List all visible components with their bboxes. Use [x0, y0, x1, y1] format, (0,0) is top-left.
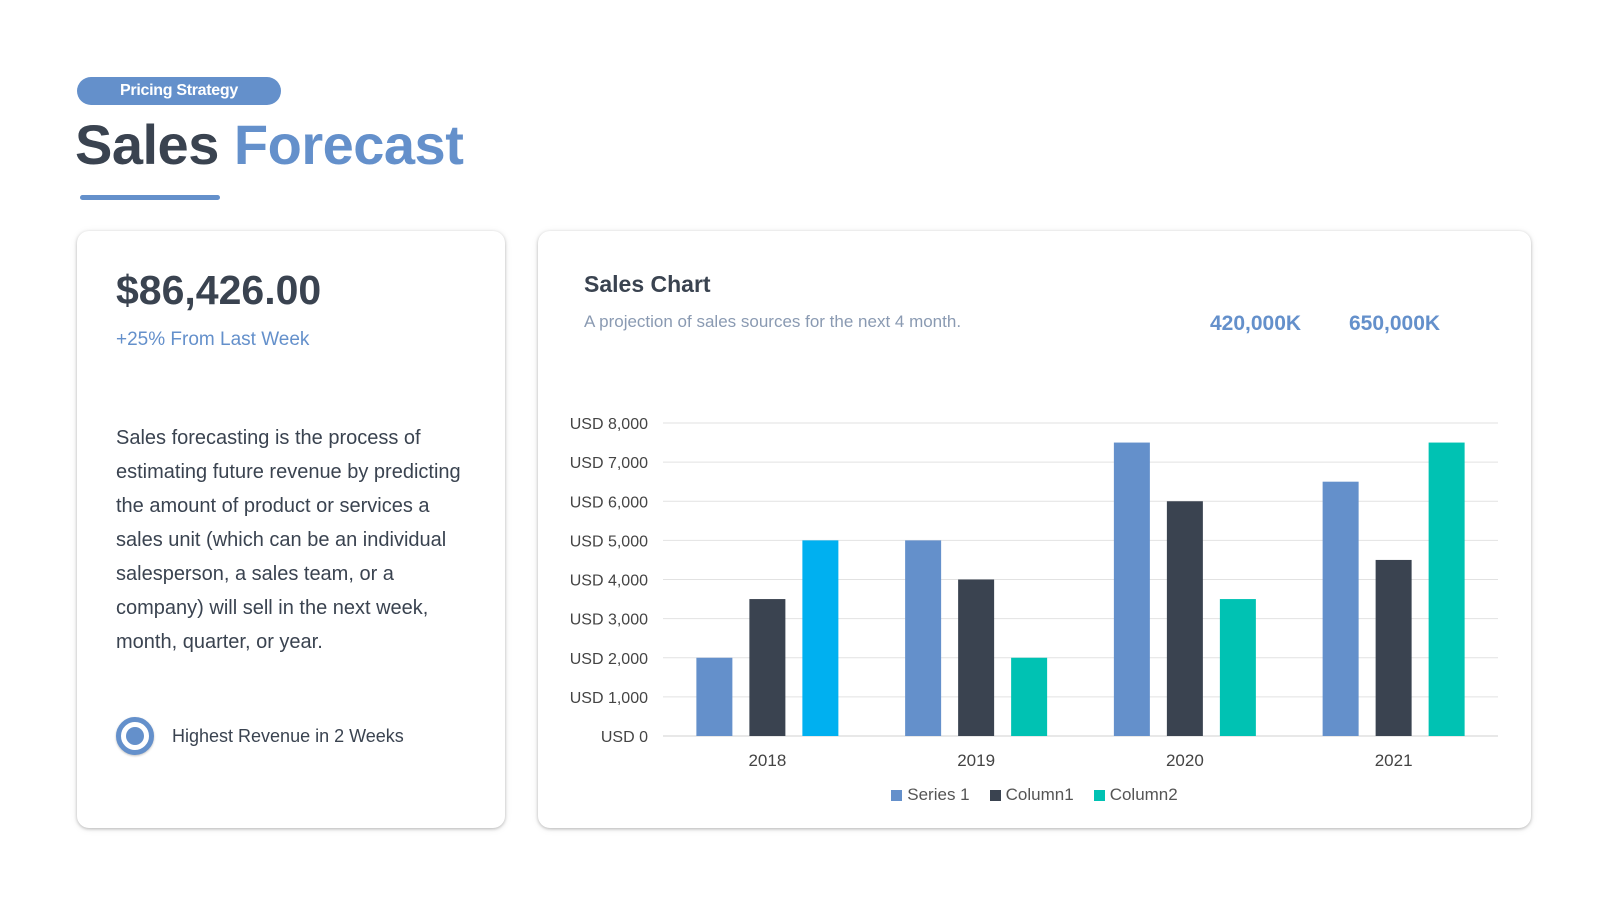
x-tick-label: 2018	[748, 751, 786, 770]
target-icon	[116, 717, 154, 755]
kpi-value-1: 420,000K	[1210, 312, 1302, 335]
x-tick-label: 2020	[1166, 751, 1204, 770]
chart-legend: Series 1 Column1 Column2	[538, 785, 1531, 805]
chart-card: Sales Chart A projection of sales source…	[538, 231, 1531, 828]
page-title-part-2: Forecast	[233, 113, 464, 176]
legend-item: Series 1	[891, 785, 970, 805]
legend-swatch	[989, 789, 1001, 801]
page-title-part-1: Sales	[75, 113, 219, 176]
legend-label: Column2	[1109, 785, 1178, 804]
highlight-label: Highest Revenue in 2 Weeks	[172, 725, 404, 746]
bar	[802, 540, 839, 736]
title-underline	[80, 195, 220, 200]
bar	[1166, 501, 1203, 736]
y-tick-label: USD 8,000	[570, 416, 648, 433]
chart-title: Sales Chart	[584, 271, 711, 297]
kpi-value-2: 650,000K	[1349, 312, 1441, 335]
bar	[1113, 442, 1150, 736]
bar	[1375, 559, 1412, 736]
bar	[1428, 442, 1465, 736]
y-tick-label: USD 0	[601, 729, 648, 746]
weekly-change: +25% From Last Week	[116, 329, 310, 350]
highlight-row: Highest Revenue in 2 Weeks	[116, 717, 404, 755]
y-tick-label: USD 2,000	[570, 651, 648, 668]
legend-label: Column1	[1005, 785, 1074, 804]
bar	[749, 599, 786, 736]
chart-subtitle: A projection of sales sources for the ne…	[584, 312, 962, 331]
legend-label: Series 1	[907, 785, 970, 804]
sales-amount: $86,426.00	[116, 267, 322, 313]
bar	[1011, 657, 1048, 736]
page-title: Sales Forecast	[75, 112, 464, 177]
bar	[1219, 599, 1256, 736]
y-tick-label: USD 4,000	[570, 573, 648, 590]
bar	[958, 579, 995, 736]
x-tick-label: 2021	[1375, 751, 1413, 770]
y-tick-label: USD 3,000	[570, 612, 648, 629]
legend-swatch	[891, 789, 903, 801]
bar	[905, 540, 942, 736]
y-tick-label: USD 7,000	[570, 455, 648, 472]
y-tick-label: USD 6,000	[570, 494, 648, 511]
bar	[1322, 481, 1359, 736]
legend-item: Column1	[989, 785, 1074, 805]
summary-card: $86,426.00 +25% From Last Week Sales for…	[77, 231, 505, 828]
y-tick-label: USD 5,000	[570, 533, 648, 550]
legend-item: Column2	[1093, 785, 1178, 805]
legend-swatch	[1093, 789, 1105, 801]
bar	[696, 657, 733, 736]
summary-description: Sales forecasting is the process of esti…	[116, 427, 461, 653]
category-badge: Pricing Strategy	[77, 77, 281, 105]
bar-chart: USD 0 USD 1,000 USD 2,000 USD 3,000 USD 4,00…	[570, 416, 1498, 770]
y-tick-label: USD 1,000	[570, 690, 648, 707]
x-tick-label: 2019	[957, 751, 995, 770]
